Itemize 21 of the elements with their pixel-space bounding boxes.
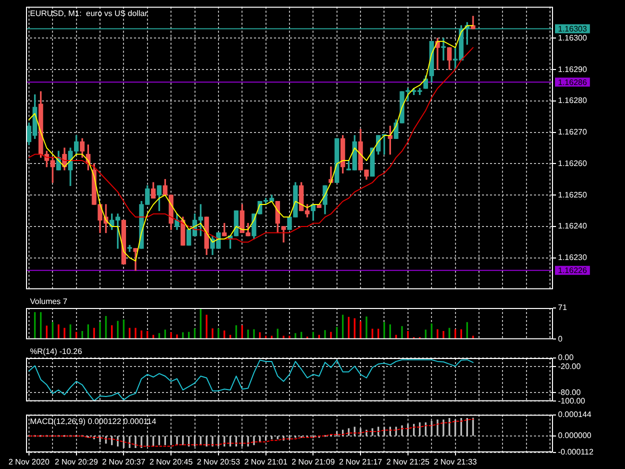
y-tick-label: 1.16260 bbox=[558, 158, 588, 168]
y-tick-label: 0 bbox=[558, 334, 563, 344]
ref-line-label: 1.16286 bbox=[558, 78, 588, 87]
y-tick-label: -80.00 bbox=[558, 388, 582, 397]
y-tick-label: 1.16230 bbox=[558, 253, 588, 262]
y-tick-label: 1.16250 bbox=[558, 190, 588, 200]
y-tick-label: 1.16240 bbox=[558, 222, 588, 231]
y-tick-label: -100.00 bbox=[558, 396, 586, 406]
chart-title: Volumes 7 bbox=[30, 297, 68, 306]
y-tick-label: 0.00 bbox=[558, 353, 574, 362]
y-tick-label: -20.00 bbox=[558, 362, 582, 371]
chart-title: %R(14) -10.26 bbox=[30, 347, 83, 356]
y-tick-label: 1.16270 bbox=[558, 128, 588, 137]
ref-line-label: 1.16226 bbox=[558, 266, 588, 276]
y-tick-label: 1.16280 bbox=[558, 96, 588, 106]
ref-line-label: 1.16303 bbox=[558, 24, 588, 34]
y-tick-label: 0.000144 bbox=[558, 410, 592, 420]
y-tick-label: 1.16290 bbox=[558, 64, 588, 74]
y-tick-label: 1.16300 bbox=[558, 33, 588, 42]
chart-title: EURUSD, M1: euro vs US dollar bbox=[30, 9, 148, 18]
y-tick-label: 71 bbox=[558, 303, 568, 312]
